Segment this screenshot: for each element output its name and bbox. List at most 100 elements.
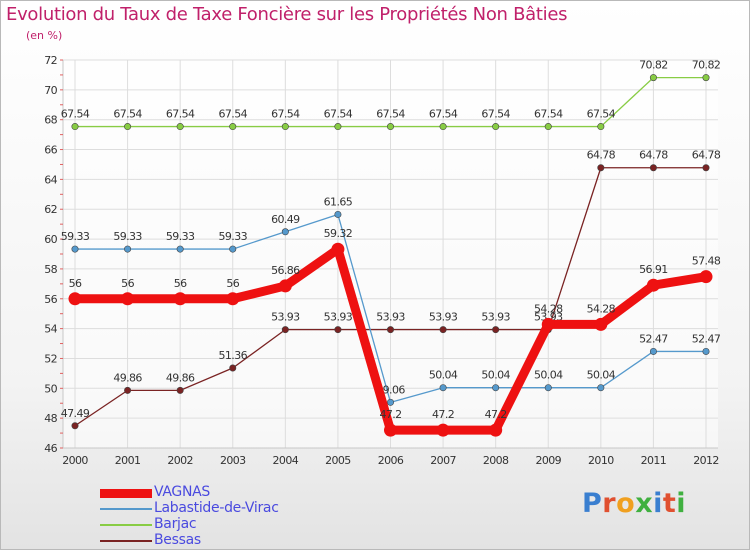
point-barjac bbox=[176, 123, 184, 131]
point-labastide-de-virac bbox=[492, 384, 500, 392]
point-bessas bbox=[386, 326, 394, 334]
point-bessas bbox=[229, 364, 237, 372]
data-label-labastide-de-virac: 50.04 bbox=[481, 369, 510, 382]
legend-label: Bessas bbox=[154, 532, 201, 548]
data-label-bessas: 53.93 bbox=[271, 311, 300, 324]
data-label-barjac: 67.54 bbox=[376, 108, 405, 121]
y-tick-label: 48 bbox=[44, 412, 57, 425]
point-vagnas bbox=[699, 270, 713, 284]
point-labastide-de-virac bbox=[702, 347, 710, 355]
data-label-barjac: 70.82 bbox=[639, 59, 668, 72]
data-label-bessas: 64.78 bbox=[587, 149, 616, 162]
y-tick-label: 58 bbox=[44, 263, 57, 276]
data-label-vagnas: 56 bbox=[174, 277, 187, 290]
point-labastide-de-virac bbox=[176, 245, 184, 253]
data-label-labastide-de-virac: 59.33 bbox=[166, 230, 195, 243]
data-label-bessas: 49.86 bbox=[113, 371, 142, 384]
data-label-barjac: 67.54 bbox=[166, 108, 195, 121]
point-bessas bbox=[71, 422, 79, 430]
data-label-barjac: 67.54 bbox=[271, 108, 300, 121]
data-label-vagnas: 54.28 bbox=[534, 302, 563, 315]
data-label-labastide-de-virac: 59.33 bbox=[61, 230, 90, 243]
logo-letter: P bbox=[582, 488, 603, 519]
x-tick-label: 2000 bbox=[62, 454, 88, 467]
data-label-vagnas: 56 bbox=[121, 277, 134, 290]
data-label-vagnas: 59.32 bbox=[324, 227, 353, 240]
data-label-barjac: 67.54 bbox=[113, 108, 142, 121]
data-label-barjac: 70.82 bbox=[692, 59, 721, 72]
point-barjac bbox=[281, 123, 289, 131]
data-label-labastide-de-virac: 52.47 bbox=[639, 332, 668, 345]
data-label-vagnas: 47.2 bbox=[379, 408, 401, 421]
data-label-labastide-de-virac: 59.33 bbox=[219, 230, 248, 243]
point-barjac bbox=[71, 123, 79, 131]
point-vagnas bbox=[226, 292, 240, 306]
data-label-bessas: 53.93 bbox=[324, 311, 353, 324]
y-tick-label: 52 bbox=[44, 352, 57, 365]
legend-label: Barjac bbox=[154, 516, 197, 532]
data-label-vagnas: 47.2 bbox=[432, 408, 454, 421]
data-label-labastide-de-virac: 59.33 bbox=[113, 230, 142, 243]
data-label-vagnas: 54.28 bbox=[587, 302, 616, 315]
point-labastide-de-virac bbox=[439, 384, 447, 392]
proxiti-logo: Proxiti bbox=[582, 488, 686, 519]
data-label-bessas: 53.93 bbox=[429, 311, 458, 324]
chart-title: Evolution du Taux de Taxe Foncière sur l… bbox=[6, 4, 568, 25]
y-tick-label: 54 bbox=[44, 323, 57, 336]
legend-swatch bbox=[100, 524, 152, 526]
point-barjac bbox=[492, 123, 500, 131]
point-labastide-de-virac bbox=[386, 398, 394, 406]
point-vagnas bbox=[68, 292, 82, 306]
data-label-barjac: 67.54 bbox=[587, 108, 616, 121]
data-label-barjac: 67.54 bbox=[219, 108, 248, 121]
point-labastide-de-virac bbox=[124, 245, 132, 253]
logo-letter: o bbox=[616, 488, 636, 519]
point-bessas bbox=[176, 386, 184, 394]
y-tick-label: 50 bbox=[44, 382, 57, 395]
point-bessas bbox=[597, 164, 605, 172]
unit-label: (en %) bbox=[26, 29, 63, 42]
point-vagnas bbox=[384, 423, 397, 437]
data-label-bessas: 64.78 bbox=[639, 149, 668, 162]
x-tick-label: 2012 bbox=[693, 454, 719, 467]
y-tick-label: 60 bbox=[44, 233, 57, 246]
point-vagnas bbox=[489, 423, 503, 437]
point-labastide-de-virac bbox=[544, 384, 552, 392]
point-bessas bbox=[492, 326, 500, 334]
point-vagnas bbox=[646, 278, 660, 292]
point-barjac bbox=[544, 123, 552, 131]
data-label-bessas: 53.93 bbox=[376, 311, 405, 324]
data-label-barjac: 67.54 bbox=[61, 108, 90, 121]
point-vagnas bbox=[331, 242, 345, 256]
x-tick-label: 2011 bbox=[641, 454, 667, 467]
data-label-labastide-de-virac: 50.04 bbox=[587, 369, 616, 382]
point-labastide-de-virac bbox=[334, 210, 342, 218]
point-labastide-de-virac bbox=[649, 347, 657, 355]
data-label-vagnas: 57.48 bbox=[692, 255, 721, 268]
data-label-barjac: 67.54 bbox=[534, 108, 563, 121]
x-tick-label: 2004 bbox=[273, 454, 299, 467]
x-tick-label: 2002 bbox=[167, 454, 193, 467]
x-tick-label: 2008 bbox=[483, 454, 509, 467]
point-barjac bbox=[439, 123, 447, 131]
y-tick-label: 70 bbox=[44, 84, 57, 97]
x-tick-label: 2003 bbox=[220, 454, 246, 467]
point-bessas bbox=[649, 164, 657, 172]
data-label-bessas: 47.49 bbox=[61, 407, 90, 420]
data-label-vagnas: 47.2 bbox=[485, 408, 507, 421]
data-label-vagnas: 56.86 bbox=[271, 264, 300, 277]
y-tick-label: 46 bbox=[44, 442, 57, 455]
x-tick-label: 2010 bbox=[588, 454, 614, 467]
x-tick-label: 2001 bbox=[115, 454, 141, 467]
point-barjac bbox=[597, 123, 605, 131]
point-labastide-de-virac bbox=[71, 245, 79, 253]
point-vagnas bbox=[594, 317, 608, 331]
point-barjac bbox=[124, 123, 132, 131]
y-tick-label: 56 bbox=[44, 293, 57, 306]
point-barjac bbox=[334, 123, 342, 131]
logo-letter: t bbox=[662, 488, 677, 519]
data-label-bessas: 51.36 bbox=[219, 349, 248, 362]
point-vagnas bbox=[173, 292, 187, 306]
point-barjac bbox=[386, 123, 394, 131]
